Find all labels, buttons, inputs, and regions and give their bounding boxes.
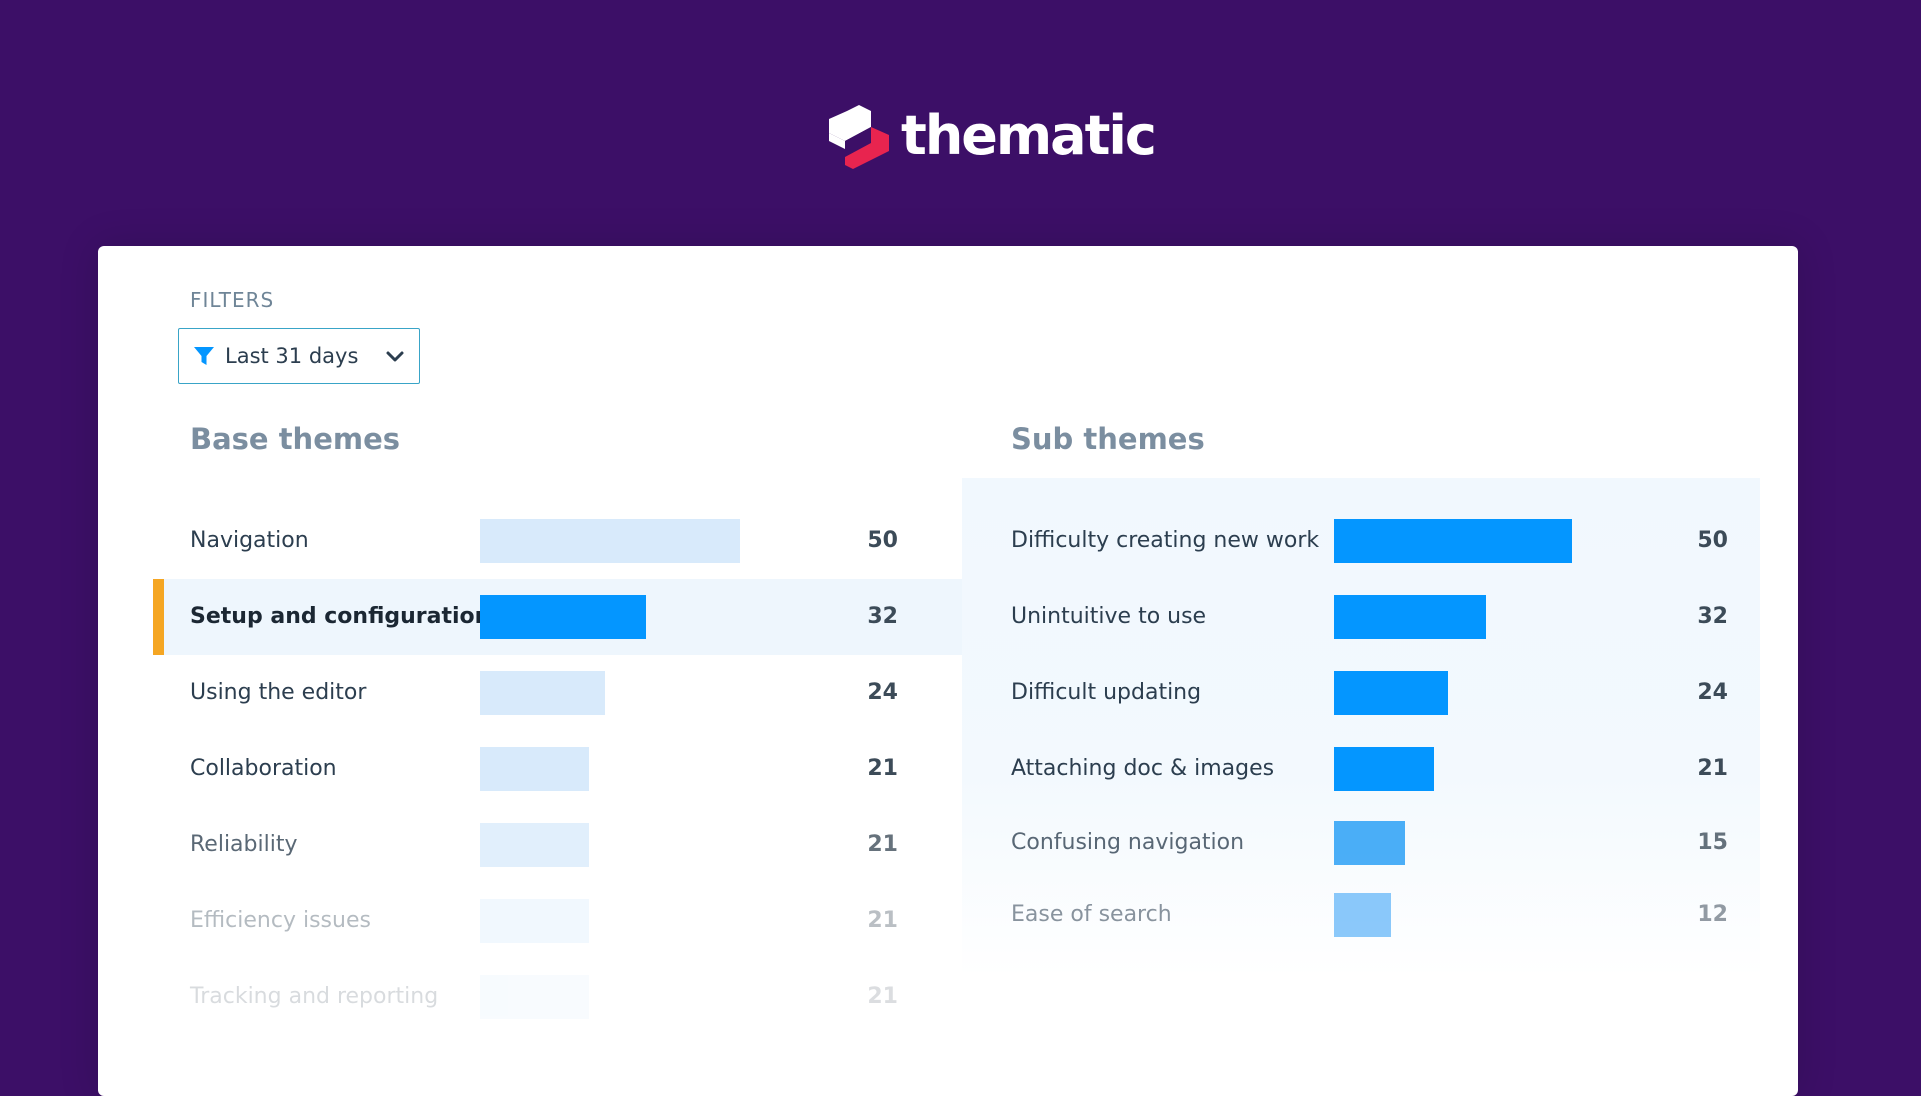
- sub-theme-row[interactable]: Difficulty creating new work 50: [962, 503, 1760, 579]
- theme-label: Confusing navigation: [1011, 830, 1245, 855]
- theme-label: Reliability: [190, 832, 298, 857]
- theme-label: Tracking and reporting: [190, 984, 439, 1009]
- sub-theme-row[interactable]: Confusing navigation 15: [962, 805, 1760, 881]
- theme-count: 50: [1697, 528, 1728, 553]
- theme-bar: [480, 899, 589, 943]
- theme-count: 21: [867, 756, 898, 781]
- theme-count: 21: [1697, 756, 1728, 781]
- theme-bar: [480, 747, 589, 791]
- filter-icon: [194, 347, 214, 365]
- theme-label: Collaboration: [190, 756, 337, 781]
- theme-count: 32: [867, 604, 898, 629]
- theme-count: 15: [1697, 830, 1728, 855]
- sub-themes-title: Sub themes: [1011, 422, 1205, 456]
- sub-theme-row[interactable]: Unintuitive to use 32: [962, 579, 1760, 655]
- theme-label: Difficulty creating new work: [1011, 528, 1320, 553]
- base-theme-row[interactable]: Efficiency issues 21: [153, 883, 962, 959]
- theme-label: Efficiency issues: [190, 908, 371, 933]
- theme-label: Using the editor: [190, 680, 367, 705]
- base-theme-row[interactable]: Navigation 50: [153, 503, 962, 579]
- sub-theme-row[interactable]: Difficult updating 24: [962, 655, 1760, 731]
- theme-label: Ease of search: [1011, 902, 1172, 927]
- base-theme-row-selected[interactable]: Setup and configuration 32: [153, 579, 962, 655]
- theme-count: 32: [1697, 604, 1728, 629]
- date-range-dropdown[interactable]: Last 31 days: [178, 328, 420, 384]
- theme-bar: [1334, 519, 1572, 563]
- theme-bar: [480, 595, 646, 639]
- theme-label: Attaching doc & images: [1011, 756, 1275, 781]
- thematic-logo-icon: [829, 105, 889, 169]
- theme-bar: [480, 975, 589, 1019]
- theme-count: 24: [867, 680, 898, 705]
- sub-theme-row[interactable]: Attaching doc & images 21: [962, 731, 1760, 807]
- theme-bar: [1334, 595, 1486, 639]
- theme-bar: [480, 671, 605, 715]
- theme-count: 21: [867, 832, 898, 857]
- theme-count: 50: [867, 528, 898, 553]
- theme-bar: [480, 823, 589, 867]
- themes-card: FILTERS Last 31 days Base themes Sub the…: [98, 246, 1798, 1096]
- theme-label: Difficult updating: [1011, 680, 1202, 705]
- chevron-down-icon: [386, 351, 404, 362]
- base-themes-title: Base themes: [190, 422, 401, 456]
- brand-name: thematic: [901, 104, 1157, 167]
- theme-count: 21: [867, 908, 898, 933]
- selected-marker: [153, 579, 164, 655]
- theme-bar: [1334, 893, 1391, 937]
- base-theme-row[interactable]: Reliability 21: [153, 807, 962, 883]
- theme-label: Unintuitive to use: [1011, 604, 1207, 629]
- sub-theme-row[interactable]: Ease of search 12: [962, 877, 1760, 953]
- theme-count: 21: [867, 984, 898, 1009]
- date-range-value: Last 31 days: [225, 344, 359, 368]
- theme-count: 24: [1697, 680, 1728, 705]
- thematic-logo: thematic: [823, 100, 1157, 172]
- theme-bar: [1334, 671, 1448, 715]
- theme-bar: [1334, 821, 1405, 865]
- base-theme-row[interactable]: Using the editor 24: [153, 655, 962, 731]
- base-theme-row[interactable]: Collaboration 21: [153, 731, 962, 807]
- base-theme-row[interactable]: Tracking and reporting 21: [153, 959, 962, 1035]
- theme-label: Setup and configuration: [190, 604, 491, 629]
- filters-label: FILTERS: [190, 288, 275, 312]
- theme-label: Navigation: [190, 528, 309, 553]
- theme-bar: [1334, 747, 1434, 791]
- theme-bar: [480, 519, 740, 563]
- theme-count: 12: [1697, 902, 1728, 927]
